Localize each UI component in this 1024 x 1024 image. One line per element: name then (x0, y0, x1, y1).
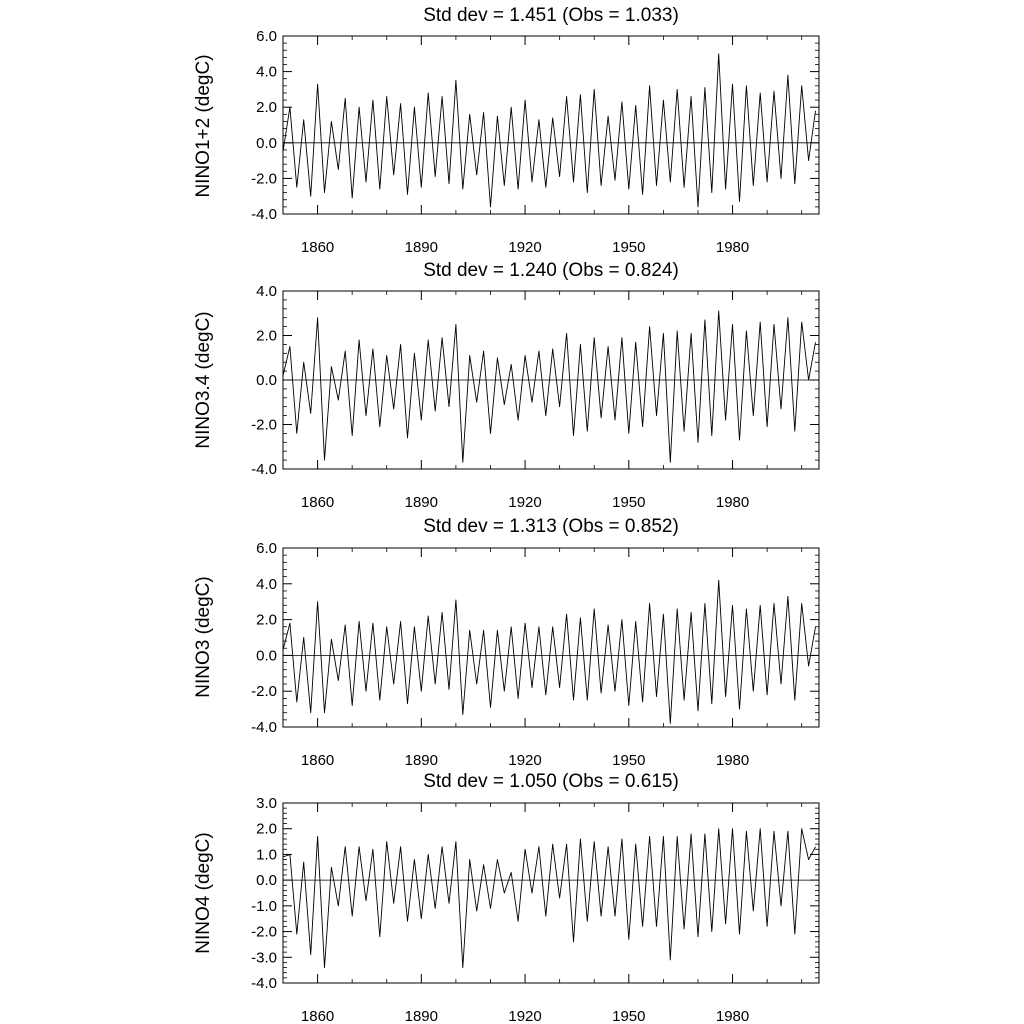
x-tick-label: 1950 (612, 752, 645, 769)
y-tick-label: 6.0 (256, 28, 277, 45)
x-tick-label: 1950 (612, 239, 645, 256)
panel-title: Std dev = 1.050 (Obs = 0.615) (423, 771, 679, 792)
y-axis-label: NINO1+2 (degC) (193, 54, 214, 197)
x-tick-label: 1890 (405, 752, 438, 769)
panel-title: Std dev = 1.313 (Obs = 0.852) (423, 516, 679, 537)
series-line (282, 53, 816, 208)
panel-title: Std dev = 1.240 (Obs = 0.824) (423, 260, 679, 281)
plot-area: -4.0 -2.0 0.0 2.0 4.0 1860 1890 1920 1950 1980 (251, 283, 820, 511)
y-tick-label: 6.0 (256, 540, 277, 557)
panel-nino34: Std dev = 1.240 (Obs = 0.824) NINO3.4 (d… (193, 260, 820, 511)
x-tick-label: 1980 (716, 239, 749, 256)
x-tick-label: 1860 (301, 1008, 334, 1024)
x-tick-label: 1980 (716, 494, 749, 511)
x-tick-label: 1980 (716, 752, 749, 769)
y-tick-label: -4.0 (251, 206, 277, 223)
plot-area: -4.0 -2.0 0.0 2.0 4.0 6.0 1860 1890 1920 1950 1980 (251, 540, 820, 769)
y-tick-label: -3.0 (251, 949, 277, 966)
x-tick-label: 1950 (612, 1008, 645, 1024)
series-line (282, 828, 816, 969)
y-tick-label: 4.0 (256, 283, 277, 300)
y-tick-label: 2.0 (256, 612, 277, 629)
panel-nino3: Std dev = 1.313 (Obs = 0.852) NINO3 (deg… (193, 516, 820, 769)
x-tick-label: 1920 (508, 494, 541, 511)
x-tick-label: 1890 (405, 239, 438, 256)
y-tick-label: -2.0 (251, 417, 277, 434)
panel-nino12: Std dev = 1.451 (Obs = 1.033) NINO1+2 (d… (193, 5, 820, 256)
plot-area: -4.0 -2.0 0.0 2.0 4.0 6.0 1860 1890 1920 1950 1980 (251, 28, 820, 256)
y-tick-label: 4.0 (256, 576, 277, 593)
y-tick-label: 0.0 (256, 647, 277, 664)
x-tick-label: 1920 (508, 1008, 541, 1024)
x-tick-label: 1950 (612, 494, 645, 511)
plot-frame (282, 802, 820, 984)
y-tick-label: -2.0 (251, 924, 277, 941)
y-tick-label: 3.0 (256, 795, 277, 812)
x-tick-label: 1920 (508, 239, 541, 256)
plot-frame (282, 35, 820, 215)
panel-title: Std dev = 1.451 (Obs = 1.033) (423, 5, 679, 26)
y-tick-label: 1.0 (256, 846, 277, 863)
plot-frame (282, 547, 820, 728)
plot-area: -4.0 -3.0 -2.0 -1.0 0.0 1.0 2.0 3.0 1860 1890 1920… (251, 795, 820, 1024)
y-tick-label: -4.0 (251, 975, 277, 992)
y-tick-label: 0.0 (256, 135, 277, 152)
y-tick-label: 0.0 (256, 372, 277, 389)
plot-frame (282, 290, 820, 470)
y-tick-label: -2.0 (251, 170, 277, 187)
y-tick-label: -4.0 (251, 719, 277, 736)
y-tick-label: 4.0 (256, 64, 277, 81)
y-tick-label: 2.0 (256, 99, 277, 116)
y-axis-label: NINO4 (degC) (193, 832, 214, 953)
x-tick-label: 1920 (508, 752, 541, 769)
x-tick-label: 1860 (301, 239, 334, 256)
series-line (282, 579, 816, 724)
x-tick-label: 1860 (301, 494, 334, 511)
y-axis-label: NINO3 (degC) (193, 576, 214, 697)
x-tick-label: 1860 (301, 752, 334, 769)
y-tick-label: -1.0 (251, 898, 277, 915)
series-line (282, 310, 816, 463)
y-tick-label: 2.0 (256, 821, 277, 838)
y-tick-label: -4.0 (251, 461, 277, 478)
y-tick-label: -2.0 (251, 683, 277, 700)
x-tick-label: 1980 (716, 1008, 749, 1024)
y-tick-label: 2.0 (256, 328, 277, 345)
panel-nino4: Std dev = 1.050 (Obs = 0.615) NINO4 (deg… (193, 771, 820, 1024)
x-tick-label: 1890 (405, 494, 438, 511)
x-tick-label: 1890 (405, 1008, 438, 1024)
y-axis-label: NINO3.4 (degC) (193, 311, 214, 448)
y-tick-label: 0.0 (256, 872, 277, 889)
